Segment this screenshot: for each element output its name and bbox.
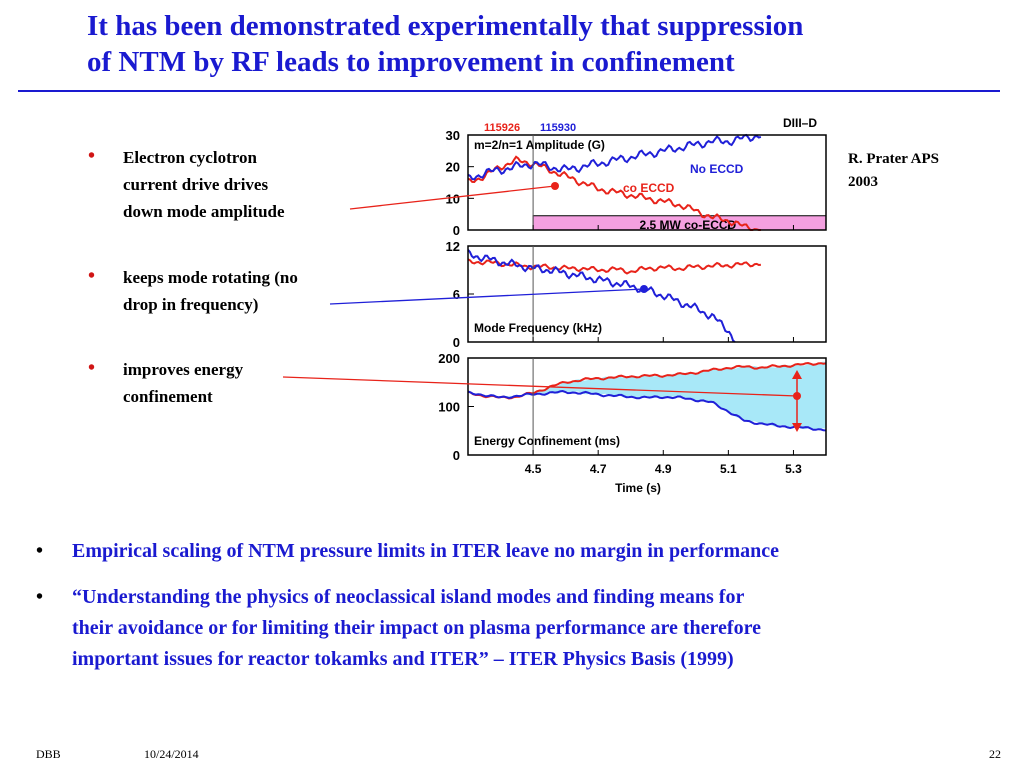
- series-line-115926: [467, 258, 762, 275]
- y-tick-label: 0: [453, 335, 460, 350]
- credit-line-1: R. Prater APS: [848, 151, 939, 167]
- bullet-marker: •: [88, 265, 96, 287]
- title-line-1: It has been demonstrated experimentally …: [87, 10, 804, 42]
- confinement-gap-fill: [468, 361, 826, 430]
- series-line-115930: [467, 133, 762, 181]
- x-tick-label: 4.5: [525, 462, 542, 476]
- left-bullet-3-line-2: confinement: [123, 387, 213, 406]
- x-tick-label: 5.3: [785, 462, 802, 476]
- figure-credit: R. Prater APS 2003: [848, 148, 939, 194]
- connector-amplitude: [349, 185, 556, 210]
- bullet-marker: •: [36, 540, 44, 562]
- left-bullet-1: • Electron cyclotron current drive drive…: [88, 144, 285, 225]
- device-label: DIII–D: [783, 116, 817, 130]
- y-tick-label: 30: [446, 128, 460, 143]
- x-axis-title: Time (s): [615, 481, 661, 495]
- connector-frequency: [329, 288, 645, 305]
- panel-label: Mode Frequency (kHz): [474, 321, 602, 335]
- y-tick-label: 0: [453, 223, 460, 238]
- panel-label: m=2/n=1 Amplitude (G): [474, 138, 605, 152]
- left-bullet-1-line-1: Electron cyclotron: [123, 148, 257, 167]
- left-bullet-2: • keeps mode rotating (no drop in freque…: [88, 264, 298, 318]
- x-tick-label: 4.7: [590, 462, 607, 476]
- slide-title: It has been demonstrated experimentally …: [87, 8, 987, 80]
- series-line-115930: [467, 389, 827, 432]
- bottom-bullet-2-line-1: “Understanding the physics of neoclassic…: [72, 586, 745, 608]
- connector-amplitude-point: [551, 182, 559, 190]
- arrow-head-up: [792, 370, 802, 379]
- y-tick-label: 12: [446, 239, 460, 254]
- title-line-2: of NTM by RF leads to improvement in con…: [87, 46, 735, 78]
- bullet-marker: •: [88, 357, 96, 379]
- y-tick-label: 100: [438, 400, 460, 415]
- y-tick-label: 20: [446, 160, 460, 175]
- bottom-bullet-1-line-1: Empirical scaling of NTM pressure limits…: [72, 540, 780, 562]
- y-tick-label: 10: [446, 191, 460, 206]
- bottom-bullet-1: • Empirical scaling of NTM pressure limi…: [36, 536, 779, 567]
- y-tick-label: 0: [453, 448, 460, 463]
- left-bullet-3-line-1: improves energy: [123, 360, 244, 379]
- annotation-no-eccd: No ECCD: [690, 162, 744, 176]
- footer-author: DBB: [36, 747, 61, 761]
- annotation-co-eccd: co ECCD: [623, 181, 675, 195]
- bottom-bullet-2-line-3: important issues for reactor tokamks and…: [72, 648, 734, 670]
- y-tick-label: 6: [453, 287, 460, 302]
- panel-label: Energy Confinement (ms): [474, 434, 620, 448]
- footer-page-number: 22: [989, 747, 1001, 761]
- x-tick-label: 4.9: [655, 462, 672, 476]
- left-bullet-3: • improves energy confinement: [88, 356, 243, 410]
- series-line-115930: [467, 249, 736, 343]
- arrow-head-down: [792, 423, 802, 432]
- footer-date: 10/24/2014: [144, 747, 199, 761]
- eccd-band-label: 2.5 MW co-ECCD: [640, 218, 737, 232]
- credit-line-2: 2003: [848, 174, 878, 190]
- connector-frequency-point: [640, 285, 648, 293]
- left-bullet-2-line-2: drop in frequency): [123, 295, 259, 314]
- left-bullet-2-line-1: keeps mode rotating (no: [123, 268, 298, 287]
- bottom-bullet-2: • “Understanding the physics of neoclass…: [36, 582, 761, 675]
- left-bullet-1-line-2: current drive drives: [123, 175, 269, 194]
- legend-shot-115930: 115930: [540, 122, 576, 134]
- y-tick-label: 200: [438, 351, 460, 366]
- bullet-marker: •: [36, 586, 44, 608]
- legend-shot-115926: 115926: [484, 122, 520, 134]
- bullet-marker: •: [88, 145, 96, 167]
- title-divider: [18, 90, 1000, 92]
- x-tick-label: 5.1: [720, 462, 737, 476]
- panel-frame: [467, 134, 827, 231]
- series-line-115926: [467, 155, 761, 231]
- connector-confinement: [282, 376, 798, 397]
- bottom-bullet-2-line-2: their avoidance or for limiting their im…: [72, 617, 761, 639]
- left-bullet-1-line-3: down mode amplitude: [123, 202, 285, 221]
